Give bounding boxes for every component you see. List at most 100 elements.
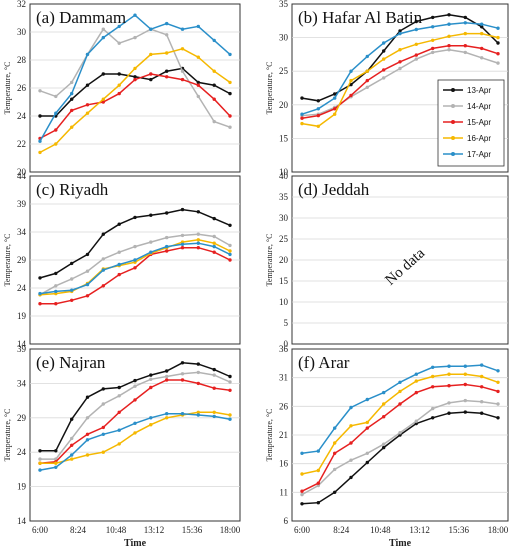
data-point: [196, 83, 200, 87]
data-point: [117, 410, 121, 414]
data-point: [212, 216, 216, 221]
data-point: [180, 378, 185, 382]
data-point: [101, 402, 106, 406]
data-point: [38, 468, 42, 472]
data-point: [180, 361, 185, 365]
data-point: [431, 406, 435, 411]
data-point: [212, 410, 216, 414]
data-point: [196, 241, 200, 245]
data-point: [196, 370, 200, 375]
data-point: [365, 426, 369, 430]
data-point: [398, 66, 402, 71]
legend-marker: [451, 104, 455, 108]
series-14-apr: [38, 232, 232, 297]
series-13-apr: [38, 66, 232, 118]
data-point: [463, 50, 467, 55]
y-tick-label: 24: [17, 447, 27, 457]
data-point: [228, 114, 232, 118]
data-point: [480, 56, 484, 60]
y-tick-label: 44: [17, 171, 27, 181]
data-point: [447, 372, 451, 376]
data-point: [165, 51, 169, 55]
series-13-apr: [38, 207, 232, 280]
data-point: [149, 250, 153, 254]
y-tick-label: 21: [279, 430, 288, 440]
data-point: [149, 213, 153, 217]
panel-title: (e) Najran: [36, 353, 106, 372]
data-point: [196, 381, 200, 386]
data-point: [365, 54, 369, 59]
data-point: [165, 249, 169, 253]
data-point: [228, 380, 232, 384]
data-point: [212, 373, 216, 377]
data-point: [54, 284, 58, 288]
data-point: [382, 41, 386, 45]
data-point: [382, 49, 386, 53]
data-point: [365, 460, 369, 465]
data-point: [398, 402, 402, 406]
data-point: [349, 441, 353, 445]
data-point: [101, 268, 106, 272]
data-point: [165, 235, 169, 240]
legend-marker: [451, 136, 455, 140]
data-point: [447, 411, 451, 415]
data-point: [149, 52, 153, 57]
data-point: [101, 97, 106, 101]
data-point: [382, 442, 386, 446]
data-point: [447, 44, 451, 48]
data-point: [38, 114, 42, 118]
data-point: [212, 38, 216, 43]
data-point: [447, 364, 451, 368]
data-point: [54, 302, 58, 306]
data-point: [496, 389, 500, 394]
data-point: [54, 142, 58, 146]
data-point: [431, 38, 435, 42]
data-point: [349, 405, 353, 410]
y-tick-label: 14: [17, 339, 27, 349]
data-point: [101, 232, 106, 236]
data-point: [447, 34, 451, 38]
panel-title: (a) Dammam: [36, 8, 126, 27]
y-tick-label: 26: [17, 83, 27, 93]
legend-marker: [451, 120, 455, 124]
data-point: [133, 378, 137, 383]
data-point: [496, 369, 500, 373]
legend-entry-17-apr: 17-Apr: [443, 150, 491, 159]
data-point: [447, 401, 451, 405]
data-point: [496, 41, 500, 45]
data-point: [70, 453, 74, 457]
data-point: [480, 31, 484, 36]
data-point: [70, 298, 74, 302]
data-point: [333, 96, 337, 100]
data-point: [414, 27, 418, 32]
data-point: [349, 69, 353, 73]
data-point: [212, 97, 216, 101]
data-point: [149, 240, 153, 244]
y-tick-label: 32: [17, 0, 26, 9]
y-tick-label: 30: [279, 33, 289, 43]
data-point: [54, 94, 58, 99]
data-point: [228, 91, 232, 96]
x-tick-label: 13:12: [144, 525, 165, 535]
legend-entry-13-apr: 13-Apr: [443, 86, 491, 95]
series-15-apr: [300, 44, 500, 120]
data-point: [180, 372, 185, 376]
data-point: [101, 425, 106, 430]
data-point: [480, 400, 484, 404]
data-point: [54, 111, 58, 115]
data-point: [414, 390, 418, 395]
y-tick-label: 31: [279, 373, 288, 383]
y-tick-label: 11: [279, 487, 288, 497]
data-point: [431, 385, 435, 389]
y-tick-label: 19: [17, 482, 27, 492]
y-tick-label: 19: [17, 311, 27, 321]
y-tick-label: 35: [279, 192, 289, 202]
y-tick-label: 36: [279, 344, 289, 354]
data-point: [101, 432, 106, 436]
data-point: [117, 442, 121, 446]
data-point: [212, 119, 216, 124]
data-point: [165, 211, 169, 215]
data-point: [316, 468, 320, 473]
data-point: [133, 384, 137, 388]
y-tick-label: 10: [279, 167, 289, 177]
